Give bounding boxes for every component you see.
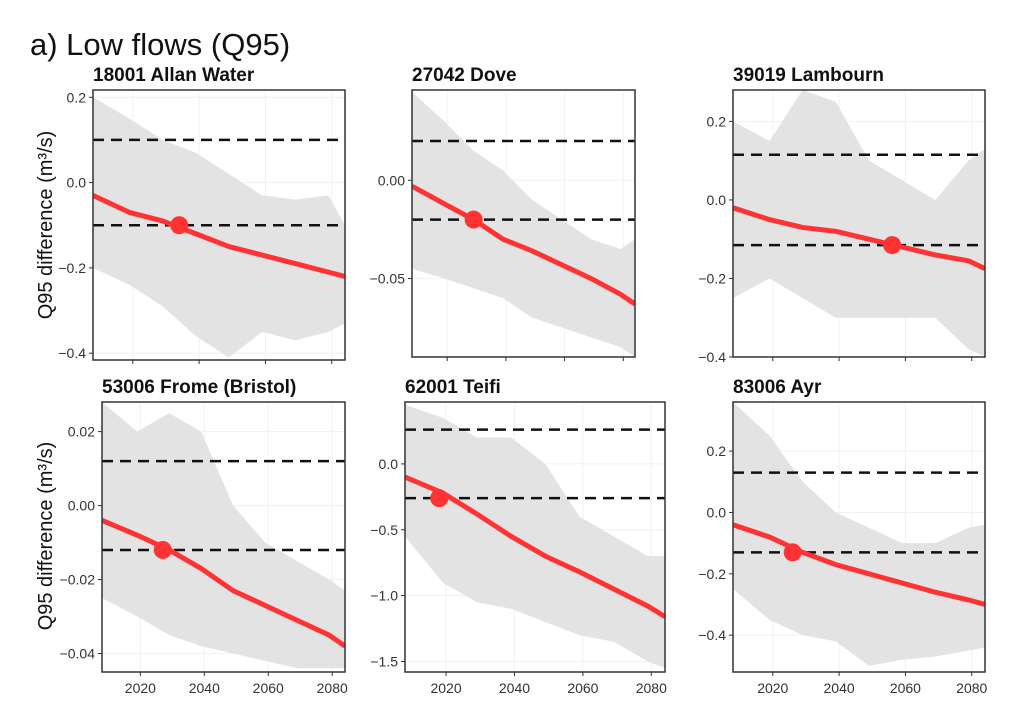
crossing-point [883,236,902,255]
y-tick-label: 0.2 [707,443,727,459]
panel-5: 62001 Teifi 0.0 −0.5 −1.0 −1.5 2020 2040 2060 20… [370,377,667,696]
y-axis-label-top: Q95 difference (m³/s) [35,131,57,320]
panel-frame [404,401,666,673]
y-tick-label: −0.4 [698,627,726,643]
x-tick-label: 2080 [636,680,667,696]
crossing-point [430,489,449,508]
uncertainty-band [412,91,635,357]
central-line [412,184,635,307]
plot-area [102,402,345,672]
panel-title: 83006 Ayr [733,377,822,398]
central-line [93,193,345,279]
central-line [733,205,985,271]
panel-frame [101,401,346,673]
y-tick-label: 0.0 [707,192,727,208]
panel-frame [411,89,636,358]
panel-title: 27042 Dove [412,65,517,86]
panel-frame [92,89,346,361]
central-line [733,522,985,607]
y-tick-label: −0.04 [60,646,96,662]
panel-title: 62001 Teifi [405,377,501,398]
panel-frame [732,401,986,673]
x-tick-label: 2080 [956,680,987,696]
y-tick-label: 0.0 [707,504,727,520]
panel-2: 27042 Dove 0.00 −0.05 [370,65,636,361]
panel-title: 39019 Lambourn [733,65,884,86]
y-tick-label: −0.02 [60,572,96,588]
x-tick-label: 2040 [824,680,855,696]
y-tick-label: −0.2 [58,260,86,276]
y-tick-label: −1.0 [370,588,398,604]
x-tick-label: 2020 [757,680,788,696]
uncertainty-band [733,402,985,666]
plot-area [93,90,345,360]
panel-6: 83006 Ayr 0.2 0.0 −0.2 −0.4 2020 2040 2060 2080 [698,377,987,696]
y-tick-label: −0.05 [370,270,406,286]
y-tick-label: −1.5 [370,653,398,669]
y-tick-label: −0.2 [698,566,726,582]
uncertainty-band [102,402,345,669]
y-tick-label: 0.0 [379,456,399,472]
uncertainty-band [93,97,345,358]
uncertainty-band [733,90,985,357]
y-tick-label: 0.2 [707,113,727,129]
x-tick-label: 2040 [189,680,220,696]
panel-title: 18001 Allan Water [93,65,255,86]
crossing-point [170,216,189,235]
crossing-point [783,543,802,562]
central-line [102,518,345,649]
y-tick-label: 0.00 [378,172,405,188]
plot-area [412,90,635,357]
y-tick-label: 0.0 [67,175,87,191]
y-tick-label: 0.02 [68,424,95,440]
y-axis-label-bottom: Q95 difference (m³/s) [35,442,57,631]
x-tick-label: 2060 [890,680,921,696]
panel-title: 53006 Frome (Bristol) [102,377,296,398]
y-tick-label: −0.4 [58,345,86,361]
crossing-point [464,210,483,229]
x-tick-label: 2020 [125,680,156,696]
x-tick-label: 2060 [253,680,284,696]
panel-frame [732,89,986,358]
plot-area [405,402,665,672]
x-tick-label: 2060 [567,680,598,696]
y-tick-label: 0.2 [67,89,87,105]
panel-4: 53006 Frome (Bristol) 0.02 0.00 −0.02 −0.04 2… [60,377,348,696]
y-tick-label: −0.5 [370,522,398,538]
panel-3: 39019 Lambourn 0.2 0.0 −0.2 −0.4 [698,65,986,365]
plot-area [733,402,985,672]
panels: 18001 Allan Water 0.2 0.0 −0.2 −0.4 27042 Dov… [58,65,987,696]
y-tick-label: −0.4 [698,349,726,365]
panel-1: 18001 Allan Water 0.2 0.0 −0.2 −0.4 [58,65,346,364]
x-tick-label: 2040 [499,680,530,696]
uncertainty-band [405,404,665,669]
figure-title: a) Low flows (Q95) [30,27,290,62]
x-tick-label: 2080 [317,680,348,696]
x-tick-label: 2020 [430,680,461,696]
crossing-point [153,540,172,559]
y-tick-label: −0.2 [698,270,726,286]
plot-area [733,90,985,357]
central-line [405,474,665,619]
y-tick-label: 0.00 [68,498,95,514]
